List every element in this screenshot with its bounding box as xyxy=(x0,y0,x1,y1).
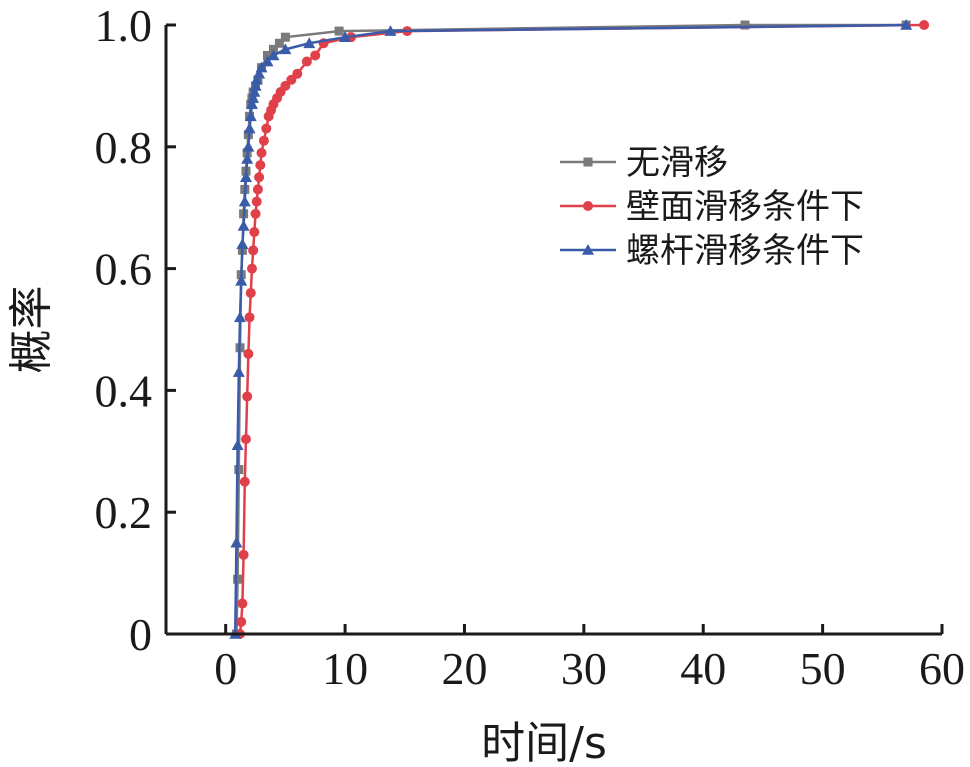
data-point xyxy=(245,98,258,109)
data-point xyxy=(248,85,261,97)
data-point xyxy=(237,219,250,231)
data-point xyxy=(233,574,243,584)
data-point xyxy=(250,208,261,219)
data-point xyxy=(230,536,243,548)
data-point xyxy=(241,152,254,164)
data-point xyxy=(239,476,250,487)
series-layer xyxy=(229,19,930,639)
data-point xyxy=(261,55,274,67)
series-circle xyxy=(235,20,930,639)
series-line xyxy=(235,23,907,635)
data-point xyxy=(240,434,251,445)
data-point xyxy=(262,50,272,60)
series-triangle xyxy=(229,19,913,639)
data-point xyxy=(239,171,252,183)
data-point xyxy=(254,172,265,183)
data-point xyxy=(238,195,251,207)
data-point xyxy=(919,20,930,30)
legend-swatch-marker xyxy=(583,201,593,211)
data-point xyxy=(255,61,268,73)
series-square xyxy=(231,20,911,639)
data-point xyxy=(267,49,280,61)
y-tick-label: 0.8 xyxy=(95,122,153,173)
legend-label: 螺杆滑移条件下 xyxy=(626,231,864,271)
data-point xyxy=(245,287,256,298)
data-point xyxy=(292,68,303,79)
data-point xyxy=(252,184,263,195)
data-point xyxy=(268,44,278,54)
data-point xyxy=(249,79,262,91)
data-point xyxy=(258,135,269,146)
data-point xyxy=(236,616,247,627)
data-point xyxy=(303,37,316,49)
x-tick-label: 20 xyxy=(441,643,487,694)
data-point xyxy=(247,92,260,103)
data-point xyxy=(237,598,248,609)
y-axis-title: 概率 xyxy=(6,286,57,374)
x-tick-label: 10 xyxy=(322,643,368,694)
legend-item: 壁面滑移条件下 xyxy=(560,187,864,227)
y-tick-label: 0.6 xyxy=(95,244,153,295)
y-tick-label: 0 xyxy=(129,609,152,660)
data-point xyxy=(339,31,352,42)
legend-item: 螺杆滑移条件下 xyxy=(560,231,864,271)
data-point xyxy=(244,110,257,122)
data-point xyxy=(256,147,267,158)
data-point xyxy=(242,140,255,152)
x-tick-label: 60 xyxy=(919,643,965,694)
data-point xyxy=(255,160,266,171)
data-point xyxy=(244,312,255,323)
data-point xyxy=(235,274,248,286)
data-point xyxy=(234,465,244,475)
data-point xyxy=(301,56,312,67)
data-point xyxy=(243,348,254,359)
data-point xyxy=(249,227,260,238)
data-point xyxy=(246,263,257,274)
x-tick-label: 30 xyxy=(561,643,607,694)
data-point xyxy=(310,50,321,61)
legend-label: 无滑移 xyxy=(626,143,728,183)
ticks-layer: 0 10 20 30 40 50 60 0 0.2 0.4 0.6 0.8 1.0 xyxy=(95,0,966,694)
data-point xyxy=(261,123,272,134)
series-line xyxy=(238,23,925,635)
y-tick-label: 0.4 xyxy=(95,365,153,416)
data-point xyxy=(280,32,290,42)
data-point xyxy=(253,67,266,79)
legend-label: 壁面滑移条件下 xyxy=(626,187,864,227)
y-tick-label: 0.2 xyxy=(95,487,153,538)
data-point xyxy=(900,19,913,30)
data-point xyxy=(232,366,245,377)
data-point xyxy=(384,25,397,36)
legend-swatch-marker xyxy=(583,157,593,167)
series-line xyxy=(233,23,907,635)
data-point xyxy=(274,38,284,48)
data-point xyxy=(740,20,750,30)
x-axis-title: 时间/s xyxy=(481,718,607,767)
y-tick-label: 1.0 xyxy=(95,0,153,51)
data-point xyxy=(279,43,292,55)
data-point xyxy=(238,549,249,560)
x-tick-label: 40 xyxy=(680,643,726,694)
data-point xyxy=(250,73,263,85)
data-point xyxy=(334,26,344,36)
x-tick-label: 50 xyxy=(800,643,846,694)
legend-swatch-marker xyxy=(582,244,594,255)
data-point xyxy=(251,196,262,207)
x-tick-label: 0 xyxy=(214,643,237,694)
data-point xyxy=(234,311,247,323)
data-point xyxy=(243,122,256,134)
legend-item: 无滑移 xyxy=(560,143,728,183)
data-point xyxy=(242,391,253,402)
axes-layer xyxy=(164,25,942,636)
data-point xyxy=(248,245,259,256)
data-point xyxy=(231,439,244,451)
data-point xyxy=(236,238,249,250)
